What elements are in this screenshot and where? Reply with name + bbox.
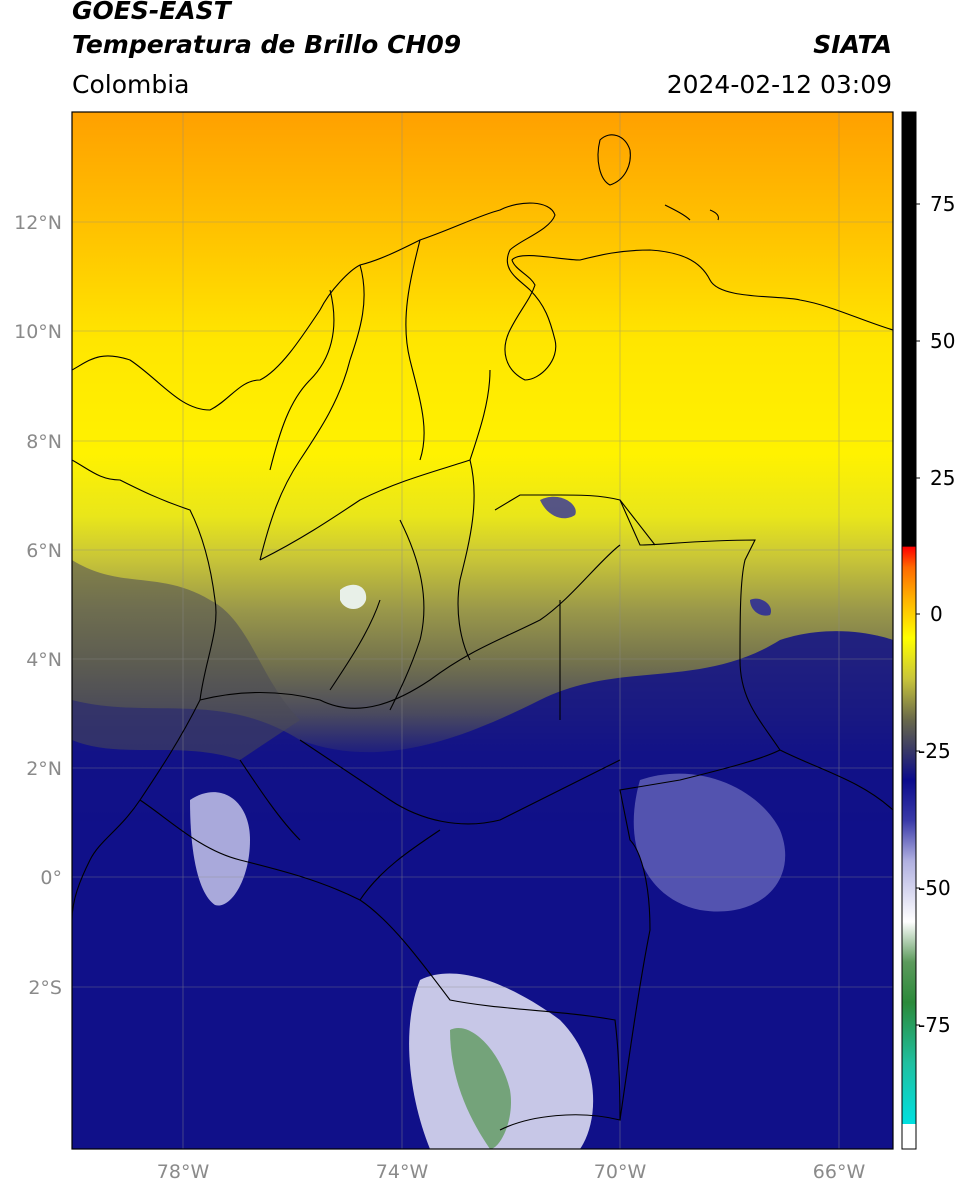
colorbar-tick-label: 25 <box>930 466 955 490</box>
colorbar-tick-label: -75 <box>918 1013 951 1037</box>
latitude-labels: 12°N 10°N 8°N 6°N 4°N 2°N 0° 2°S <box>14 212 62 999</box>
colorbar-under-box <box>902 1124 916 1149</box>
lat-label: 0° <box>40 867 62 889</box>
map-title-product: Temperatura de Brillo CH09 <box>72 30 462 59</box>
colorbar-ramp <box>902 112 916 1124</box>
longitude-labels: 78°W 74°W 70°W 66°W <box>157 1161 866 1183</box>
borders-and-coastline <box>72 134 893 1131</box>
lat-label: 2°S <box>28 977 62 999</box>
map-title-satellite: GOES-EAST <box>72 0 231 25</box>
colorbar-tick-label: -25 <box>918 739 951 763</box>
lat-label: 2°N <box>26 758 62 780</box>
lon-label: 78°W <box>157 1161 210 1183</box>
colorbar-tick-label: -50 <box>918 876 951 900</box>
datetime-label: 2024-02-12 03:09 <box>666 70 892 99</box>
brightness-temperature-field <box>72 112 893 1149</box>
lon-label: 74°W <box>376 1161 429 1183</box>
colorbar-tick-label: 75 <box>930 192 955 216</box>
colorbar: 75 50 25 0 -25 -50 -75 <box>901 111 955 1150</box>
graticule <box>72 112 893 1149</box>
lat-label: 4°N <box>26 649 62 671</box>
lat-label: 8°N <box>26 431 62 453</box>
organization-label: SIATA <box>813 30 892 59</box>
lat-label: 10°N <box>14 321 62 343</box>
colorbar-tick-label: 0 <box>930 602 943 626</box>
lat-label: 6°N <box>26 540 62 562</box>
map-frame <box>71 111 894 1150</box>
lat-label: 12°N <box>14 212 62 234</box>
region-label: Colombia <box>72 70 190 99</box>
lon-label: 66°W <box>813 1161 866 1183</box>
colorbar-tick-label: 50 <box>930 329 955 353</box>
lon-label: 70°W <box>594 1161 647 1183</box>
